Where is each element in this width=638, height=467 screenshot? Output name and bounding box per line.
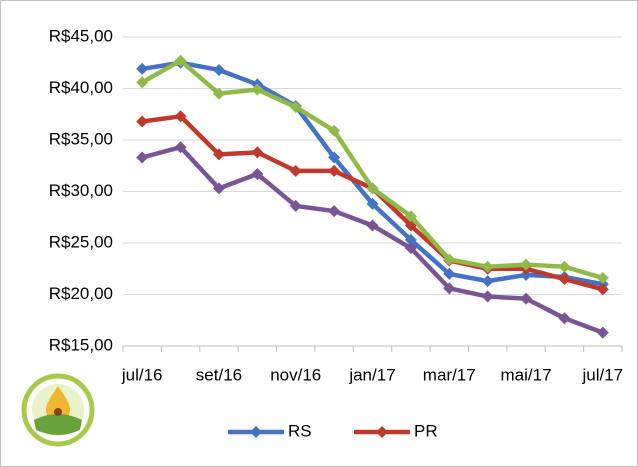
y-tick-label: R$35,00 — [49, 129, 113, 148]
y-tick-label: R$45,00 — [49, 26, 113, 45]
series-marker — [596, 326, 609, 339]
series-marker — [136, 62, 149, 75]
y-tick-label: R$20,00 — [49, 284, 113, 303]
series-marker — [289, 199, 302, 212]
x-tick-label: jul/17 — [581, 365, 623, 384]
x-tick-label: mai/17 — [501, 365, 552, 384]
series-marker — [328, 151, 341, 164]
series-marker — [174, 110, 187, 123]
series-marker — [212, 63, 225, 76]
series-marker — [212, 87, 225, 100]
y-tick-label: R$15,00 — [49, 335, 113, 354]
series-marker — [558, 260, 571, 273]
y-tick-label: R$40,00 — [49, 78, 113, 97]
series-marker — [404, 233, 417, 246]
series-marker — [136, 115, 149, 128]
series-marker — [328, 124, 341, 137]
series-marker — [212, 148, 225, 161]
series-marker — [289, 164, 302, 177]
series-marker — [136, 151, 149, 164]
series-marker — [328, 164, 341, 177]
series-marker — [520, 292, 533, 305]
series-marker — [558, 273, 571, 286]
x-tick-label: mar/17 — [423, 365, 476, 384]
x-tick-label: jul/16 — [121, 365, 163, 384]
series-marker — [596, 283, 609, 296]
series-marker — [520, 268, 533, 281]
series-marker — [558, 312, 571, 325]
series-marker — [520, 258, 533, 271]
series-marker — [443, 253, 456, 266]
series-marker — [366, 197, 379, 210]
x-tick-label: jan/17 — [348, 365, 395, 384]
series-marker — [328, 205, 341, 218]
y-tick-label: R$25,00 — [49, 232, 113, 251]
series-marker — [251, 146, 264, 159]
legend-marker — [250, 426, 262, 438]
series-marker — [481, 260, 494, 273]
x-tick-label: set/16 — [196, 365, 242, 384]
logo — [21, 373, 95, 447]
series-marker — [366, 219, 379, 232]
series-marker — [404, 242, 417, 255]
series-marker — [443, 282, 456, 295]
series-marker — [289, 101, 302, 114]
series-marker — [251, 167, 264, 180]
series-marker — [212, 182, 225, 195]
legend-label: RS — [288, 421, 312, 440]
series-marker — [481, 290, 494, 303]
series-marker — [251, 83, 264, 96]
series-marker — [404, 210, 417, 223]
series-marker — [174, 54, 187, 67]
legend-marker — [376, 426, 388, 438]
series-marker — [136, 76, 149, 89]
legend-label: PR — [414, 421, 438, 440]
x-tick-label: nov/16 — [270, 365, 321, 384]
series-marker — [443, 267, 456, 280]
y-tick-label: R$30,00 — [49, 181, 113, 200]
series-marker — [366, 182, 379, 195]
series-marker — [481, 275, 494, 288]
series-marker — [174, 141, 187, 154]
series-marker — [596, 272, 609, 285]
